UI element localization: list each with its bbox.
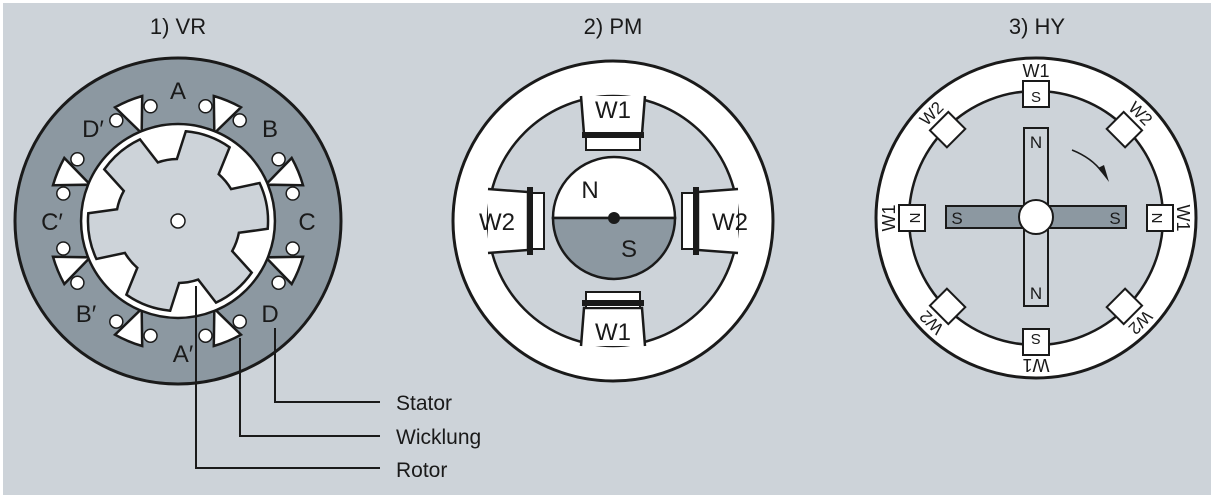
vr-winding-circle bbox=[143, 99, 158, 114]
vr-pole-b-label: B bbox=[262, 116, 278, 143]
hy-rotation-arrowhead bbox=[1098, 165, 1109, 182]
vr-windings bbox=[56, 99, 300, 343]
hy-pole-w1: W1 N bbox=[879, 204, 926, 232]
pm-title: 2) PM bbox=[584, 14, 643, 39]
vr-winding-circle bbox=[109, 113, 124, 128]
vr-winding-circle bbox=[198, 99, 213, 114]
vr-stator-label: Stator bbox=[396, 392, 452, 415]
hy-pole-w2: W2 bbox=[1105, 287, 1156, 338]
hy-pole-winding-label: W1 bbox=[1173, 205, 1193, 232]
vr-winding-label: Wicklung bbox=[396, 426, 481, 449]
vr-winding-circle bbox=[70, 275, 85, 290]
hy-pole-tooth bbox=[1105, 110, 1144, 149]
vr-pole-a-prime-label: A′ bbox=[173, 341, 194, 368]
hy-pole-winding-label: W1 bbox=[1023, 61, 1050, 81]
pm-right-winding-label: W2 bbox=[712, 209, 748, 236]
pm-rotor-shaft bbox=[608, 212, 620, 224]
vr-winding-circle bbox=[232, 314, 247, 329]
hy-rotor-south-right: S bbox=[1109, 209, 1120, 228]
vr-pole-d-prime-label: D′ bbox=[82, 116, 104, 143]
vr-stator-leader bbox=[274, 328, 380, 403]
vr-pole-c-prime-label: C′ bbox=[41, 209, 63, 236]
hy-rotor-north-bottom: N bbox=[1030, 284, 1042, 303]
hy-pole-polarity-label: S bbox=[1031, 330, 1041, 347]
hy-rotor-hub bbox=[1018, 199, 1054, 235]
hy-pole-w1: W1 N bbox=[1146, 204, 1193, 232]
hy-pole-tooth bbox=[898, 204, 926, 232]
vr-winding-circle bbox=[109, 314, 124, 329]
vr-winding-circle bbox=[271, 275, 286, 290]
hy-title: 3) HY bbox=[1009, 14, 1066, 39]
vr-winding-circle bbox=[56, 186, 71, 201]
hy-pole-w1: W1 S bbox=[1022, 61, 1050, 108]
pm-left-winding-label: W2 bbox=[479, 209, 515, 236]
hy-pole-tooth bbox=[928, 110, 967, 149]
vr-pole-c-label: C bbox=[298, 209, 315, 236]
hy-pole-tooth bbox=[1022, 328, 1050, 356]
vr-winding-circle bbox=[143, 328, 158, 343]
vr-winding-circle bbox=[232, 113, 247, 128]
pm-rotor-south-half bbox=[551, 216, 677, 281]
vr-winding-circle bbox=[271, 152, 286, 167]
vr-motor: 1) VR A B C D A′ B′ C′ D′ Stator Wicklun… bbox=[13, 14, 481, 482]
hy-pole-tooth bbox=[1146, 204, 1174, 232]
pm-rotor-south-label: S bbox=[621, 236, 637, 263]
hy-pole-polarity-label: N bbox=[1148, 213, 1165, 224]
pm-motor: 2) PM W1 W1 W2 W2 N S bbox=[451, 14, 775, 383]
vr-winding-circle bbox=[70, 152, 85, 167]
vr-rotor-label: Rotor bbox=[396, 459, 447, 482]
vr-pole-b-prime-label: B′ bbox=[76, 301, 97, 328]
pm-rotor-north-half bbox=[551, 155, 677, 220]
hy-pole-tooth bbox=[928, 287, 967, 326]
hy-pole-winding-label: W1 bbox=[879, 205, 899, 232]
hy-pole-polarity-label: S bbox=[1031, 89, 1041, 106]
hy-pole-tooth bbox=[1105, 287, 1144, 326]
pm-top-winding-label: W1 bbox=[595, 97, 631, 124]
vr-winding-circle bbox=[285, 241, 300, 256]
hy-pole-tooth bbox=[1022, 80, 1050, 108]
pm-rotor-north-label: N bbox=[581, 177, 598, 204]
vr-rotor-leader bbox=[195, 286, 380, 469]
vr-winding-circle bbox=[198, 328, 213, 343]
vr-winding-circle bbox=[56, 241, 71, 256]
vr-pole-a-label: A bbox=[170, 78, 186, 105]
vr-shaft bbox=[170, 213, 186, 229]
hy-pole-w1: W1 S bbox=[1022, 328, 1050, 375]
vr-winding-leader bbox=[239, 338, 380, 437]
hy-pole-winding-label: W1 bbox=[1023, 355, 1050, 375]
vr-title: 1) VR bbox=[150, 14, 206, 39]
pm-bottom-winding-label: W1 bbox=[595, 319, 631, 346]
hy-pole-polarity-label: N bbox=[907, 213, 924, 224]
vr-pole-d-label: D bbox=[261, 301, 278, 328]
vr-winding-circle bbox=[285, 186, 300, 201]
hy-rotor-south-left: S bbox=[951, 209, 962, 228]
hy-rotor-north-top: N bbox=[1030, 133, 1042, 152]
